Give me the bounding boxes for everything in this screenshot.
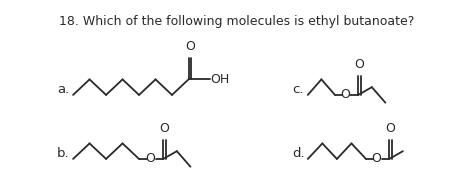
Text: d.: d.: [292, 147, 304, 160]
Text: O: O: [341, 88, 351, 101]
Text: O: O: [372, 152, 382, 165]
Text: O: O: [185, 40, 195, 53]
Text: OH: OH: [210, 73, 229, 86]
Text: O: O: [355, 58, 365, 71]
Text: O: O: [385, 122, 395, 135]
Text: b.: b.: [57, 147, 70, 160]
Text: a.: a.: [57, 83, 70, 96]
Text: O: O: [146, 152, 155, 165]
Text: O: O: [160, 122, 169, 135]
Text: 18. Which of the following molecules is ethyl butanoate?: 18. Which of the following molecules is …: [59, 15, 415, 28]
Text: c.: c.: [292, 83, 304, 96]
